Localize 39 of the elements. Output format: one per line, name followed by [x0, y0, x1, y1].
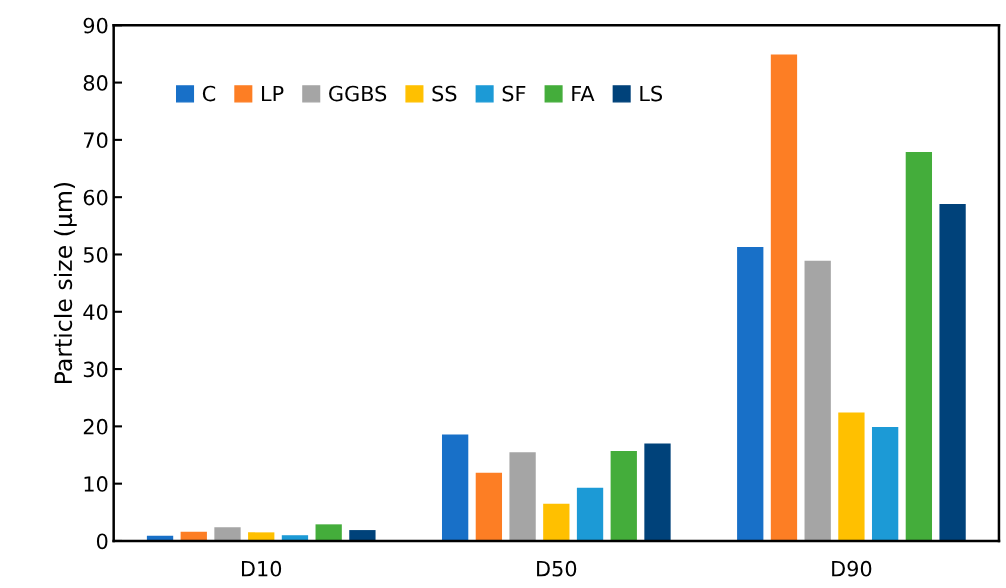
- bar: [610, 451, 637, 541]
- y-tick-label: 50: [83, 246, 108, 263]
- y-tick-label: 90: [83, 17, 108, 34]
- x-tick-label: D50: [537, 560, 577, 577]
- x-tick-label: D10: [241, 560, 282, 577]
- legend-label: LS: [640, 85, 663, 102]
- legend-label: GGBS: [329, 85, 387, 102]
- bar: [838, 412, 865, 541]
- x-tick-label: D90: [832, 560, 872, 577]
- bar: [770, 54, 798, 541]
- bar: [214, 527, 241, 541]
- y-tick-label: 40: [83, 304, 108, 320]
- y-tick-label: 60: [83, 189, 108, 206]
- legend-label: SS: [432, 85, 457, 102]
- bar: [644, 443, 671, 541]
- y-tick-label: 80: [83, 75, 108, 91]
- bar: [315, 524, 342, 541]
- bar: [576, 487, 604, 541]
- legend-label: FA: [572, 85, 595, 102]
- y-tick-label: 0: [96, 533, 108, 550]
- bar: [441, 434, 469, 541]
- bar: [349, 530, 376, 541]
- y-axis-title: Particle size (µm): [53, 182, 77, 384]
- bar: [475, 472, 503, 541]
- legend-label: LP: [262, 85, 284, 102]
- legend-label: C: [202, 85, 216, 102]
- y-tick-label: 10: [84, 476, 108, 492]
- legend-label: SF: [502, 85, 526, 102]
- bar: [939, 204, 966, 541]
- bar: [905, 151, 933, 541]
- bar: [509, 452, 536, 541]
- y-tick-label: 30: [83, 361, 108, 378]
- bar: [543, 503, 570, 541]
- y-tick-label: 20: [83, 418, 108, 435]
- bar: [804, 260, 831, 541]
- y-tick-label: 70: [84, 132, 108, 149]
- bar: [871, 426, 899, 541]
- bar: [737, 247, 764, 541]
- bar: [248, 532, 275, 541]
